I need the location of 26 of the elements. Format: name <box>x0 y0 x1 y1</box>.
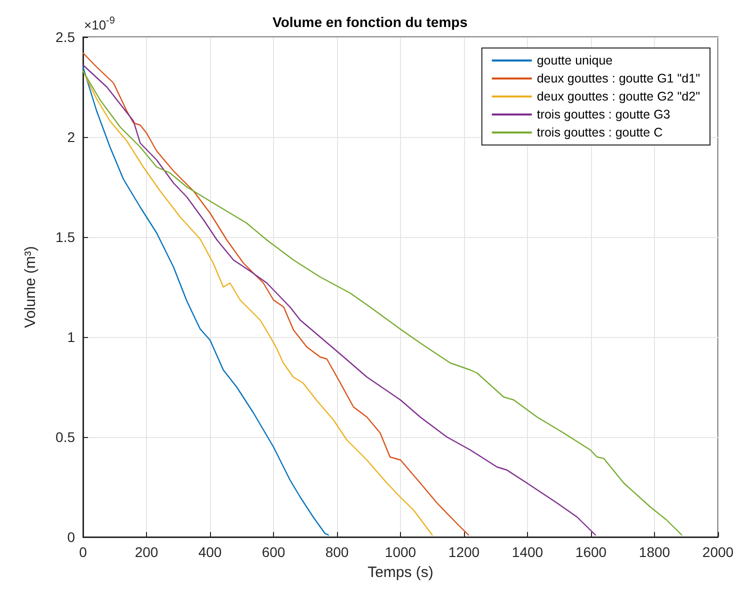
y-tick-label: 0.5 <box>56 429 76 445</box>
x-tick-label: 0 <box>79 544 88 560</box>
x-tick-label: 400 <box>198 544 222 560</box>
x-axis-title: Temps (s) <box>368 564 434 581</box>
legend-label: deux gouttes : goutte G2 "d2" <box>536 90 700 104</box>
x-tick-label: 1400 <box>512 544 544 560</box>
legend-label: deux gouttes : goutte G1 "d1" <box>536 72 700 86</box>
x-tick-label: 1200 <box>448 544 480 560</box>
x-tick-label: 800 <box>325 544 349 560</box>
legend-label: trois gouttes : goutte G3 <box>536 108 670 122</box>
line-series <box>82 66 330 536</box>
chart-title: Volume en fonction du temps <box>272 14 468 30</box>
y-tick-label: 1 <box>67 329 76 345</box>
y-tick-label: 0 <box>67 529 76 545</box>
x-tick-label: 1600 <box>575 544 607 560</box>
legend-label: goutte unique <box>536 54 613 68</box>
y-axis-title: Volume (m³) <box>22 246 39 328</box>
x-tick-label: 1000 <box>384 544 416 560</box>
y-tick-label: 1.5 <box>56 229 76 245</box>
x-tick-label: 2000 <box>702 544 734 560</box>
y-tick-label: 2 <box>67 129 76 145</box>
x-tick-label: 1800 <box>638 544 670 560</box>
x-tick-label: 600 <box>262 544 286 560</box>
legend-label: trois gouttes : goutte C <box>536 126 663 140</box>
x-tick-label: 200 <box>134 544 158 560</box>
y-tick-label: 2.5 <box>56 29 76 45</box>
